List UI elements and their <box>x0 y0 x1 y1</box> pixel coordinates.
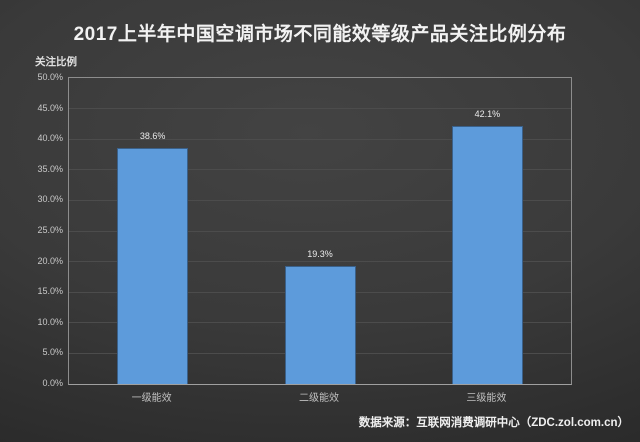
plot-area: 38.6% 19.3% 42.1% <box>68 77 572 385</box>
gridline <box>69 199 571 201</box>
gridline <box>69 138 571 140</box>
bar-value-label: 42.1% <box>474 109 501 120</box>
data-source-credit: 数据来源：互联网消费调研中心（ZDC.zol.com.cn） <box>358 417 629 429</box>
bar-二级能效 <box>284 265 356 384</box>
y-tick-label: 20.0% <box>37 255 63 266</box>
y-tick-label: 5.0% <box>42 347 63 358</box>
y-tick-label: 45.0% <box>37 102 63 113</box>
y-tick-label: 50.0% <box>37 72 63 82</box>
gridline <box>69 108 571 110</box>
category-label: 三级能效 <box>466 393 507 404</box>
y-tick-label: 25.0% <box>37 225 63 235</box>
y-tick-label: 0.0% <box>42 378 63 388</box>
gridline <box>69 169 571 171</box>
chart-title: 2017上半年中国空调市场不同能效等级产品关注比例分布 <box>73 24 567 45</box>
y-tick-label: 35.0% <box>37 163 63 174</box>
bar-三级能效 <box>451 126 523 384</box>
y-tick-label: 40.0% <box>37 133 63 144</box>
y-tick-label: 10.0% <box>37 316 63 327</box>
bar-value-label: 19.3% <box>307 248 333 259</box>
gridline <box>69 261 571 263</box>
bar-一级能效 <box>117 147 189 384</box>
y-tick-label: 15.0% <box>37 286 63 297</box>
category-label: 一级能效 <box>131 393 172 404</box>
gridline <box>69 230 571 232</box>
category-label: 二级能效 <box>299 393 339 404</box>
bar-value-label: 38.6% <box>139 130 166 141</box>
y-axis-title: 关注比例 <box>35 56 77 68</box>
y-tick-label: 30.0% <box>37 194 63 205</box>
